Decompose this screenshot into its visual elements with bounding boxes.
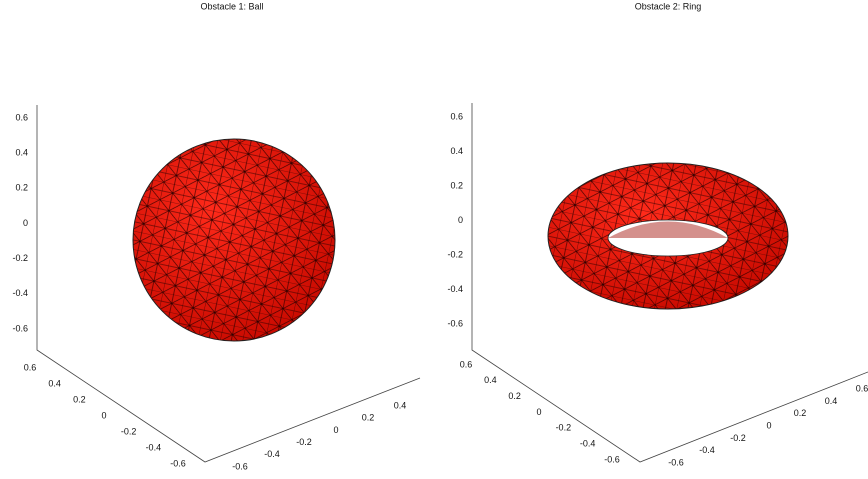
x-tick-label: -0.4 [580, 439, 596, 449]
z-tick-label: -0.4 [12, 288, 28, 298]
x-tick-label: 0 [101, 410, 106, 420]
y-tick-label: 0.4 [825, 396, 838, 406]
x-tick-label: -0.6 [604, 454, 620, 464]
x-tick-label: 0.6 [24, 362, 37, 372]
y-tick-label: 0 [333, 425, 338, 435]
z-tick-label: -0.6 [12, 323, 28, 333]
y-tick-label: -0.4 [264, 449, 280, 459]
z-tick-label: -0.2 [447, 249, 463, 259]
z-tick-label: 0.4 [15, 148, 28, 158]
x-tick-label: -0.2 [556, 423, 572, 433]
z-tick-label: -0.6 [447, 318, 463, 328]
ball [133, 139, 335, 341]
ring [548, 163, 788, 309]
panel-title: Obstacle 2: Ring [635, 1, 702, 11]
z-tick-label: 0 [458, 215, 463, 225]
figure: Obstacle 1: Ball Obstacle 2: Ring 0.6 0.4… [0, 0, 868, 479]
x-tick-label: 0.2 [73, 394, 86, 404]
y-tick-label: 0.2 [362, 413, 375, 423]
z-tick-label: 0 [23, 218, 28, 228]
panel-title: Obstacle 1: Ball [200, 1, 263, 11]
x-tick-label: 0 [536, 407, 541, 417]
x-tick-label: -0.6 [170, 458, 186, 468]
y-tick-label: -0.6 [232, 461, 248, 471]
x-tick-label: 0.4 [48, 378, 61, 388]
z-tick-label: -0.2 [12, 253, 28, 263]
z-tick-label: 0.6 [15, 112, 28, 122]
y-tick-label: 0 [766, 420, 771, 430]
y-tick-label: 0.4 [394, 400, 407, 410]
y-tick-label: -0.4 [699, 445, 715, 455]
z-tick-label: 0.6 [450, 111, 463, 121]
y-tick-label: -0.2 [730, 433, 746, 443]
y-tick-label: 0.6 [856, 384, 868, 394]
y-tick-label: -0.2 [296, 437, 312, 447]
y-tick-label: -0.6 [668, 457, 684, 467]
y-tick-label: 0.2 [794, 408, 807, 418]
z-tick-label: 0.2 [15, 183, 28, 193]
z-tick-label: 0.2 [450, 180, 463, 190]
x-tick-label: -0.2 [121, 426, 137, 436]
z-tick-label: -0.4 [447, 284, 463, 294]
x-tick-label: -0.4 [146, 442, 162, 452]
x-tick-label: 0.6 [460, 359, 473, 369]
z-tick-label: 0.4 [450, 146, 463, 156]
x-tick-label: 0.2 [508, 391, 521, 401]
x-tick-label: 0.4 [484, 375, 497, 385]
